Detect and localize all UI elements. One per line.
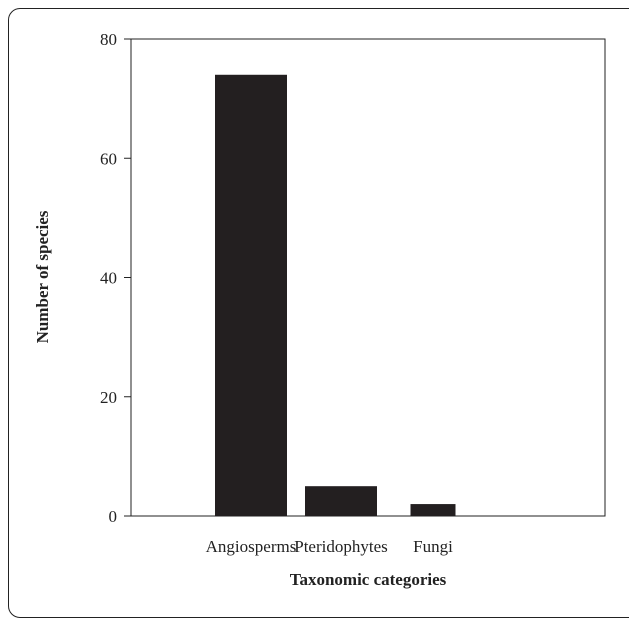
x-tick-label: Angiosperms: [206, 537, 297, 556]
y-tick-label: 0: [109, 507, 118, 526]
bar-fungi: [410, 504, 456, 516]
x-tick-label: Fungi: [413, 537, 453, 556]
y-tick-label: 80: [100, 30, 117, 49]
bar-pteridophytes: [305, 486, 377, 516]
y-axis-title: Number of species: [33, 210, 52, 343]
y-axis-ticks: 0 20 40 60 80: [100, 30, 131, 526]
y-tick-label: 20: [100, 388, 117, 407]
bar-angiosperms: [215, 74, 287, 517]
x-tick-label: Pteridophytes: [294, 537, 388, 556]
x-axis-title: Taxonomic categories: [290, 570, 447, 589]
bars-group: [215, 74, 456, 517]
y-tick-label: 60: [100, 149, 117, 168]
y-tick-label: 40: [100, 269, 117, 288]
plot-area: [130, 38, 606, 517]
